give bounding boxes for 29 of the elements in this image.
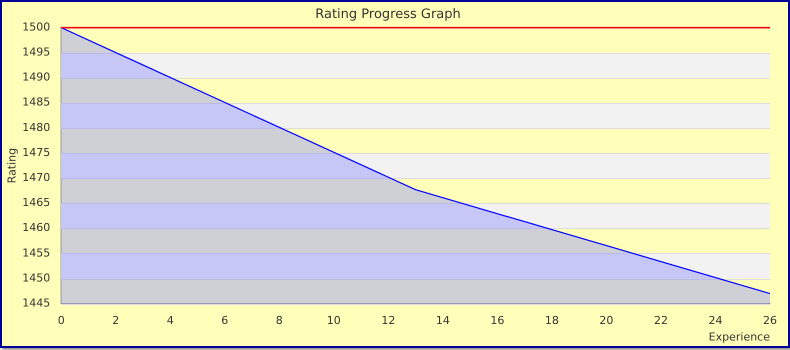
x-tick-label: 14 (436, 314, 450, 328)
x-axis-title: Experience (708, 330, 770, 344)
x-tick-label: 26 (763, 314, 777, 328)
x-tick-label: 6 (221, 314, 228, 328)
y-axis-title: Rating (5, 148, 18, 184)
y-tick-label: 1455 (22, 246, 50, 260)
x-tick-label: 4 (166, 314, 174, 328)
x-tick-label: 20 (599, 314, 614, 328)
x-tick-label: 18 (544, 314, 559, 328)
x-tick-label: 12 (381, 314, 396, 328)
y-tick-label: 1475 (22, 146, 50, 159)
chart-title: Rating Progress Graph (315, 7, 461, 22)
x-tick-label: 22 (654, 314, 668, 328)
y-tick-label: 1460 (22, 221, 50, 234)
y-tick-label: 1490 (22, 70, 50, 84)
y-tick-label: 1470 (22, 171, 50, 184)
y-tick-label: 1450 (22, 271, 50, 284)
y-tick-label: 1495 (22, 46, 50, 59)
x-tick-label: 24 (708, 314, 722, 328)
x-tick-label: 10 (326, 314, 341, 328)
y-tick-label: 1445 (22, 296, 50, 310)
x-tick-label: 16 (490, 314, 504, 328)
x-tick-label: 2 (112, 314, 120, 328)
y-tick-label: 1500 (22, 20, 50, 34)
y-tick-label: 1485 (22, 96, 50, 109)
x-tick-label: 0 (58, 314, 65, 328)
y-tick-label: 1465 (22, 196, 50, 210)
x-tick-label: 8 (276, 314, 283, 328)
y-tick-label: 1480 (22, 120, 50, 134)
